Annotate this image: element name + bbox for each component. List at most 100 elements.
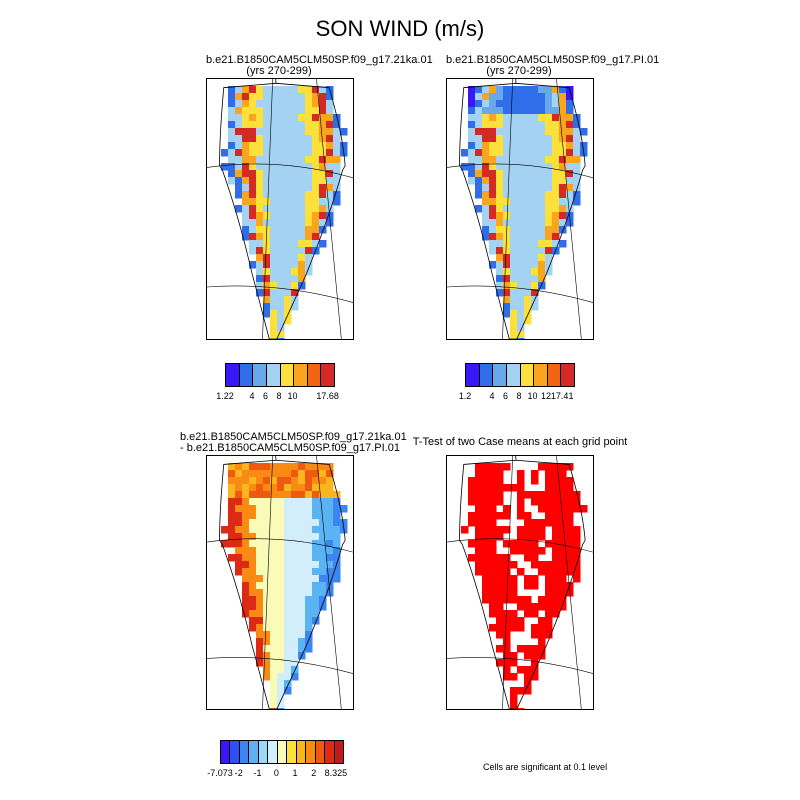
field-cell [552, 589, 560, 597]
panel-3-map-svg [207, 456, 353, 709]
colorbar-2-swatch [561, 364, 574, 386]
field-cell [326, 198, 334, 206]
field-cell [531, 575, 539, 583]
field-cell [312, 128, 320, 136]
field-cell [482, 505, 490, 513]
field-cell [284, 477, 292, 485]
panel-4-map [446, 455, 594, 710]
field-cell [545, 142, 553, 150]
field-cell [552, 533, 560, 541]
field-cell [249, 526, 257, 534]
field-cell [242, 610, 250, 618]
field-cell [566, 135, 574, 143]
field-cell [510, 673, 518, 681]
field-cell [503, 610, 511, 618]
field-cell [235, 505, 243, 513]
field-cell [263, 156, 271, 164]
field-cell [559, 177, 567, 185]
field-cell [503, 310, 511, 318]
field-cell [312, 86, 320, 94]
field-cell [277, 233, 285, 241]
field-cell [559, 121, 567, 129]
field-cell [552, 463, 560, 471]
field-cell [305, 177, 313, 185]
field-cell [319, 93, 327, 101]
field-cell [545, 156, 553, 164]
field-cell [312, 561, 320, 569]
field-cell [503, 659, 511, 667]
field-cell [510, 219, 518, 227]
field-cell [305, 114, 313, 122]
field-cell [284, 86, 292, 94]
field-cell [468, 86, 476, 94]
field-cell [242, 512, 250, 520]
field-cell [489, 128, 497, 136]
field-cell [482, 484, 490, 492]
field-cell [517, 484, 525, 492]
field-cell [482, 107, 490, 115]
field-cell [319, 498, 327, 506]
field-cell [284, 470, 292, 478]
field-cell [235, 142, 243, 150]
field-cell [517, 247, 525, 255]
field-cell [284, 603, 292, 611]
field-cell [312, 477, 320, 485]
field-cell [270, 93, 278, 101]
field-cell [291, 638, 299, 646]
field-cell [538, 261, 546, 269]
field-cell [489, 498, 497, 506]
field-cell [284, 484, 292, 492]
panel-4-map-svg [447, 456, 593, 709]
field-cell [270, 659, 278, 667]
field-cell [510, 170, 518, 178]
field-cell [496, 484, 504, 492]
field-cell [263, 512, 271, 520]
field-cell [284, 540, 292, 548]
field-cell [326, 477, 334, 485]
field-cell [545, 477, 553, 485]
field-cell [524, 289, 532, 297]
field-cell [277, 470, 285, 478]
field-cell [538, 177, 546, 185]
field-cell [545, 149, 553, 157]
field-cell [277, 652, 285, 660]
field-cell [249, 170, 257, 178]
field-cell [482, 219, 490, 227]
field-cell [291, 233, 299, 241]
field-cell [524, 205, 532, 213]
field-cell [270, 100, 278, 108]
field-cell [277, 324, 285, 332]
field-cell [228, 533, 236, 541]
field-cell [538, 254, 546, 262]
field-cell [517, 114, 525, 122]
field-cell [242, 568, 250, 576]
field-cell [496, 289, 504, 297]
field-cell [489, 519, 497, 527]
field-cell [503, 114, 511, 122]
field-cell [333, 533, 341, 541]
field-cell [235, 205, 243, 213]
meridian-line [316, 456, 342, 709]
field-cell [291, 289, 299, 297]
field-cell [517, 128, 525, 136]
field-cell [468, 519, 476, 527]
field-cell [242, 135, 250, 143]
field-cell [312, 135, 320, 143]
field-cell [531, 163, 539, 171]
field-cell [517, 226, 525, 234]
field-cell [545, 582, 553, 590]
field-cell [531, 121, 539, 129]
colorbar-2-swatch [547, 364, 562, 386]
field-cell [489, 121, 497, 129]
field-cell [305, 470, 313, 478]
field-cell [489, 568, 497, 576]
field-cell [249, 470, 257, 478]
field-cell [284, 624, 292, 632]
field-cell [489, 135, 497, 143]
field-cell [263, 93, 271, 101]
field-cell [298, 645, 306, 653]
field-cell [545, 575, 553, 583]
field-cell [503, 170, 511, 178]
field-cell [489, 554, 497, 562]
field-cell [531, 240, 539, 248]
